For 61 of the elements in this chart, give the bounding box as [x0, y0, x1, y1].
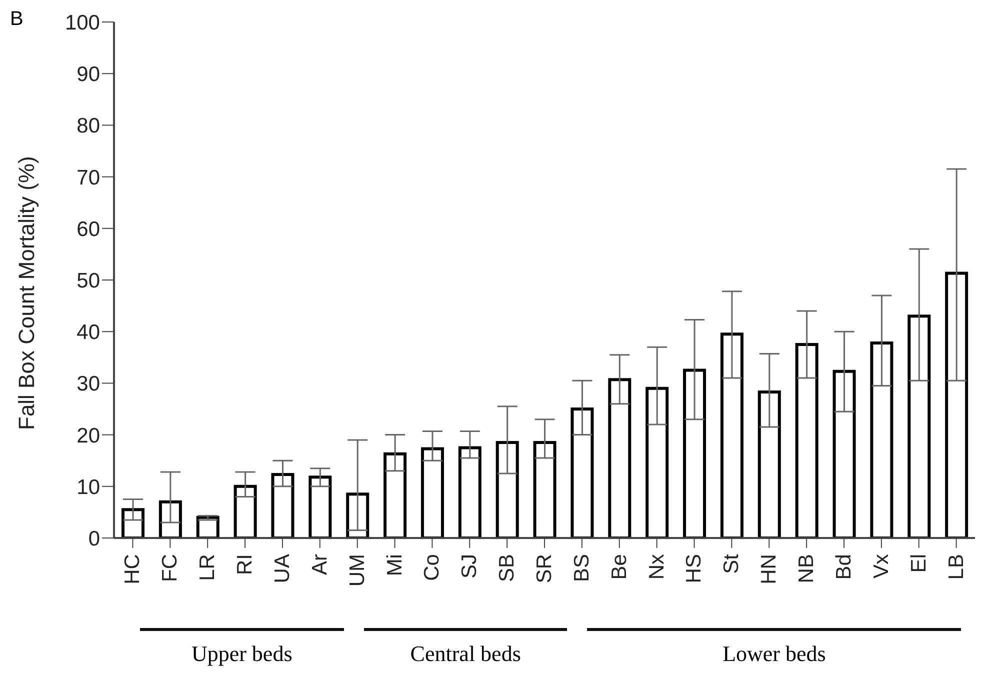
x-tick-label: FC — [158, 554, 182, 582]
bar — [646, 386, 669, 538]
x-tick-label: LR — [196, 554, 220, 581]
text: Lower beds — [722, 641, 826, 667]
x-tick-label: RI — [234, 554, 257, 575]
x-tick-label: Co — [420, 554, 444, 581]
x-tick-label: BS — [570, 554, 594, 582]
y-tick-label: 0 — [88, 527, 100, 550]
x-tick-label: Ar — [308, 554, 332, 575]
y-tick-label: 90 — [76, 63, 100, 86]
bar — [832, 370, 856, 538]
bar — [158, 500, 182, 538]
text: Central beds — [410, 641, 521, 667]
y-tick-label: 40 — [76, 321, 100, 344]
bar — [608, 378, 632, 538]
y-tick-label: 50 — [76, 269, 100, 292]
y-tick-label: 10 — [76, 476, 100, 499]
x-tick-label: SJ — [458, 554, 482, 579]
y-tick-label: 30 — [76, 372, 100, 396]
y-tick-label: 60 — [76, 218, 100, 241]
x-tick-label: NB — [795, 554, 818, 584]
x-tick-label: UM — [346, 554, 369, 587]
x-tick-label: Be — [608, 554, 631, 580]
bar — [234, 484, 257, 538]
x-tick-label: HN — [758, 554, 781, 584]
x-tick-label: Bd — [832, 554, 856, 580]
bar — [720, 332, 744, 538]
bar — [271, 473, 294, 538]
bar — [533, 441, 556, 538]
bar — [758, 390, 781, 538]
text: Upper beds — [191, 641, 292, 667]
bar — [570, 408, 594, 538]
y-tick-label: 80 — [76, 114, 100, 138]
bar — [683, 368, 706, 538]
bar — [870, 341, 894, 538]
x-tick-label: Nx — [645, 554, 668, 580]
y-tick-label: 100 — [64, 11, 100, 34]
y-tick-label: 70 — [76, 166, 100, 190]
x-tick-label: El — [907, 554, 930, 573]
bar — [795, 343, 818, 538]
x-tick-label: HC — [121, 554, 144, 584]
bar — [384, 452, 407, 538]
x-tick-label: HS — [682, 554, 706, 584]
y-axis-title: Fall Box Count Mortality (%) — [14, 156, 39, 430]
x-tick-label: LB — [944, 554, 968, 580]
x-tick-label: Vx — [870, 554, 893, 579]
bar — [420, 447, 444, 538]
text: B — [10, 8, 24, 31]
x-tick-label: SR — [533, 554, 556, 584]
x-tick-label: UA — [270, 554, 294, 584]
bar — [496, 441, 519, 538]
bar — [196, 516, 220, 538]
x-tick-label: St — [720, 554, 744, 574]
bar — [945, 272, 968, 538]
x-tick-label: Mi — [383, 554, 406, 576]
bar — [308, 476, 332, 538]
bar — [122, 508, 144, 538]
bar — [458, 446, 482, 538]
y-tick-label: 20 — [76, 424, 100, 448]
bar — [908, 314, 931, 538]
x-tick-label: SB — [496, 554, 519, 582]
